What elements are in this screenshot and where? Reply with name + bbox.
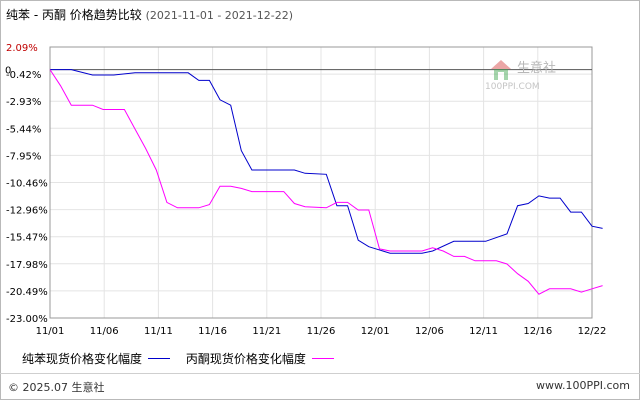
y-tick-label: 2.09% bbox=[6, 43, 38, 54]
x-tick-label: 12/22 bbox=[578, 326, 607, 337]
x-tick-label: 11/11 bbox=[144, 326, 173, 337]
y-tick-label: -17.98% bbox=[6, 260, 48, 271]
plot-border bbox=[49, 46, 593, 319]
chart-title: 纯苯 - 丙酮 价格趋势比较 (2021-11-01 - 2021-12-22) bbox=[6, 6, 293, 23]
y-tick-label: -7.95% bbox=[6, 151, 41, 162]
series-line-2 bbox=[49, 69, 603, 295]
footer-divider bbox=[0, 373, 640, 374]
y-tick-label: -12.96% bbox=[6, 206, 48, 217]
x-tick-label: 11/16 bbox=[198, 326, 227, 337]
legend-item-series-1: 纯苯现货价格变化幅度 bbox=[22, 350, 171, 367]
legend-label-series-2: 丙酮现货价格变化幅度 bbox=[185, 352, 306, 366]
x-tick-label: 11/01 bbox=[36, 326, 65, 337]
y-tick-label: -10.46% bbox=[6, 179, 48, 190]
x-tick-label: 12/11 bbox=[469, 326, 498, 337]
x-tick-label: 12/16 bbox=[523, 326, 552, 337]
house-logo-icon: 生意社 100PPI.COM bbox=[485, 60, 556, 92]
series-layer bbox=[49, 69, 603, 295]
legend-item-series-2: 丙酮现货价格变化幅度 bbox=[186, 350, 334, 367]
watermark-name: 生意社 bbox=[517, 60, 556, 76]
watermark-logo: 生意社 100PPI.COM bbox=[483, 55, 575, 99]
watermark-url: 100PPI.COM bbox=[485, 82, 540, 92]
y-tick-label: -23.00% bbox=[6, 314, 48, 325]
x-tick-label: 11/26 bbox=[307, 326, 336, 337]
y-tick-label: -2.93% bbox=[6, 97, 41, 108]
y-tick-label: -20.49% bbox=[6, 287, 48, 298]
legend-swatch-series-2 bbox=[311, 358, 334, 359]
x-tick-label: 12/06 bbox=[415, 326, 444, 337]
y-tick-label: -5.44% bbox=[6, 124, 41, 135]
site-link[interactable]: www.100PPI.com bbox=[536, 379, 630, 392]
copyright-text: © 2025.07 生意社 bbox=[8, 381, 105, 394]
label-layer: 2.09% -0.42% -2.93% -5.44% -7.95% -10.46% -12.… bbox=[5, 43, 606, 337]
x-tick-label: 11/06 bbox=[90, 326, 119, 337]
title-text: 纯苯 - 丙酮 价格趋势比较 bbox=[6, 8, 142, 22]
legend-label-series-1: 纯苯现货价格变化幅度 bbox=[22, 352, 143, 366]
y-tick-label: -0.42% bbox=[6, 70, 41, 81]
axis-layer bbox=[49, 46, 593, 319]
y-tick-label: -15.47% bbox=[6, 233, 48, 244]
date-range: (2021-11-01 - 2021-12-22) bbox=[145, 9, 294, 22]
legend: 纯苯现货价格变化幅度 丙酮现货价格变化幅度 bbox=[22, 350, 346, 367]
legend-swatch-series-1 bbox=[148, 358, 171, 359]
series-line-1 bbox=[50, 69, 603, 254]
x-tick-label: 11/21 bbox=[252, 326, 281, 337]
zero-label: 0 bbox=[5, 66, 11, 77]
x-tick-label: 12/01 bbox=[361, 326, 390, 337]
